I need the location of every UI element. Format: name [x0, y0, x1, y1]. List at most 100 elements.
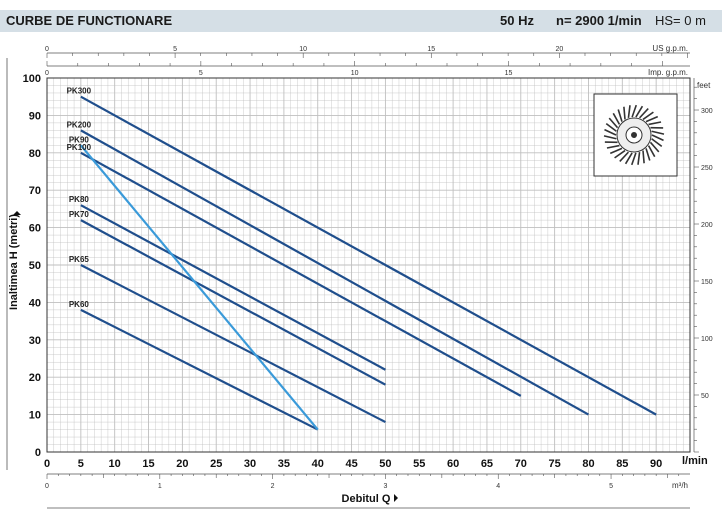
chart-header: CURBE DE FUNCTIONARE 50 Hz n= 2900 1/min… — [0, 10, 722, 32]
imp-gpm-tick-label: 15 — [505, 70, 513, 77]
x-tick-label: 90 — [650, 458, 662, 470]
feet-tick-label: 200 — [701, 222, 713, 229]
y-tick-label: 30 — [29, 335, 41, 347]
m3h-tick-label: 5 — [609, 483, 613, 490]
curve-series — [79, 95, 657, 431]
x-tick-label: 5 — [78, 458, 84, 470]
y-tick-label: 60 — [29, 223, 41, 235]
impeller-vane — [642, 150, 645, 164]
impeller-vane — [635, 105, 644, 118]
y-tick-label: 50 — [29, 260, 41, 272]
x-tick-label: 15 — [142, 458, 154, 470]
x-tick-label: 40 — [312, 458, 324, 470]
x-tick-label: 55 — [413, 458, 425, 470]
impeller-vane — [617, 109, 623, 122]
x-tick-label: 25 — [210, 458, 222, 470]
x-tick-label: 35 — [278, 458, 290, 470]
feet-label: feet — [697, 81, 711, 90]
impeller-vane — [604, 128, 617, 136]
imp-gpm-tick-label: 0 — [45, 70, 49, 77]
impeller-vane — [648, 121, 662, 126]
x-tick-label: 50 — [379, 458, 391, 470]
us-gpm-tick-label: 20 — [555, 46, 563, 53]
impeller-vane — [642, 111, 654, 121]
frequency-label: 50 Hz — [500, 13, 534, 28]
m3h-label: m³/h — [672, 481, 688, 490]
curve-pk65 — [80, 264, 386, 424]
y-tick-label: 40 — [29, 297, 41, 309]
x-tick-label: 75 — [549, 458, 561, 470]
impeller-vane — [651, 138, 663, 148]
curve-label-pk80: PK80 — [69, 195, 90, 204]
m3h-tick-label: 1 — [158, 483, 162, 490]
x-tick-label: 30 — [244, 458, 256, 470]
y-tick-label: 0 — [35, 447, 41, 459]
chart-axes: 0 5 10 15 20 25 30 35 40 45 50 55 60 65 70 75 80 85 90 l/mi… — [6, 44, 713, 509]
curve-pk90 — [79, 144, 319, 431]
feet-tick-label: 300 — [701, 108, 713, 115]
curve-pk200 — [80, 129, 590, 416]
impeller-vane — [647, 145, 656, 158]
impeller-vane — [649, 141, 660, 153]
x-tick-label: 80 — [582, 458, 594, 470]
x-tick-label: 10 — [109, 458, 121, 470]
plot-border — [46, 77, 691, 453]
x-tick-label: 85 — [616, 458, 628, 470]
feet-tick-label: 50 — [701, 393, 709, 400]
curve-labels: PK300 PK200 PK100 PK80 PK70 PK65 PK60 PK90 — [67, 87, 92, 309]
us-gpm-tick-label: 0 — [45, 46, 49, 53]
impeller-shaft — [631, 132, 637, 138]
curve-label-pk70: PK70 — [69, 210, 90, 219]
curve-pk60 — [80, 308, 319, 431]
y-tick-label: 20 — [29, 372, 41, 384]
curve-pk80 — [80, 204, 386, 371]
impeller-vane — [624, 152, 633, 165]
impeller-vane — [651, 130, 665, 135]
x-axis-arrow-icon — [394, 494, 398, 502]
chart-header-title: CURBE DE FUNCTIONARE — [6, 13, 173, 28]
imp-gpm-tick-label: 10 — [351, 70, 359, 77]
impeller-vane — [630, 152, 637, 166]
curve-pk300 — [80, 95, 657, 416]
impeller-vane — [631, 104, 638, 118]
impeller-vane — [605, 122, 617, 132]
y-tick-label: 10 — [29, 410, 41, 422]
impeller-icon — [593, 93, 678, 177]
speed-label: n= 2900 1/min — [556, 13, 642, 28]
chart-grid — [46, 77, 691, 453]
feet-tick-label: 100 — [701, 336, 713, 343]
impeller-vane — [614, 149, 626, 159]
impeller-vane — [645, 115, 659, 123]
x-tick-label: 45 — [345, 458, 357, 470]
impeller-vane — [606, 144, 620, 149]
y-tick-label: 80 — [29, 148, 41, 160]
y-axis-arrow-icon — [13, 211, 21, 215]
x-tick-label: 65 — [481, 458, 493, 470]
x-tick-label: 70 — [515, 458, 527, 470]
x-tick-label: 0 — [44, 458, 50, 470]
impeller-vane — [651, 134, 664, 142]
x-tick-label: 60 — [447, 458, 459, 470]
impeller-vane — [609, 147, 623, 155]
curve-pk100 — [80, 151, 522, 397]
us-gpm-tick-label: 10 — [299, 46, 307, 53]
impeller-vane — [637, 152, 641, 165]
imp-gpm-tick-label: 5 — [199, 70, 203, 77]
curve-label-pk90: PK90 — [69, 135, 90, 144]
y-tick-label: 90 — [29, 110, 41, 122]
m3h-tick-label: 0 — [45, 483, 49, 490]
us-gpm-tick-label: 15 — [427, 46, 435, 53]
imp-gpm-label: Imp. g.p.m. — [648, 68, 688, 77]
chart-frame — [46, 77, 691, 453]
impeller-vane — [638, 108, 649, 119]
hs-label: HS= 0 m — [655, 13, 706, 28]
curve-label-pk100: PK100 — [67, 143, 92, 152]
curve-label-pk65: PK65 — [69, 255, 90, 264]
y-tick-label: 100 — [23, 73, 41, 85]
curve-label-pk200: PK200 — [67, 120, 92, 129]
us-gpm-label: US g.p.m. — [652, 44, 688, 53]
feet-tick-label: 150 — [701, 279, 713, 286]
m3h-tick-label: 4 — [496, 483, 500, 490]
curve-label-pk60: PK60 — [69, 300, 90, 309]
